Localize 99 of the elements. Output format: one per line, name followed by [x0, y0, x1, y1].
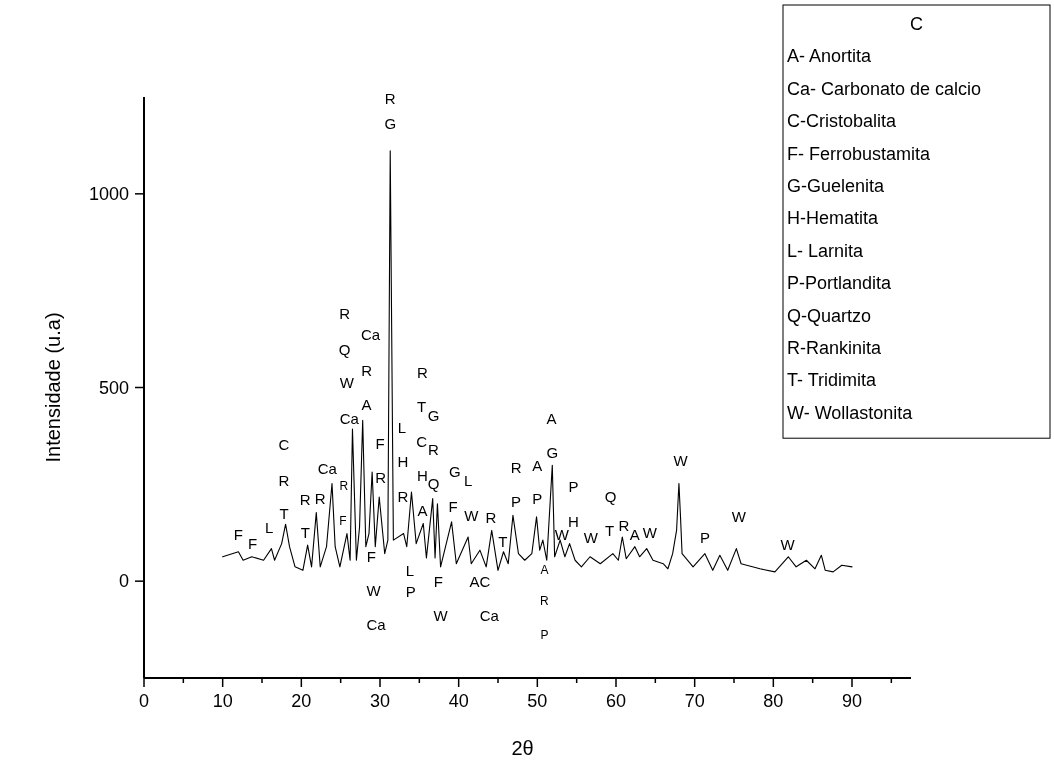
annotation: Ca	[317, 460, 338, 478]
annotation: W	[673, 452, 689, 470]
annotation: W	[583, 529, 599, 547]
annotation: W	[464, 507, 480, 525]
annotation: R	[339, 305, 351, 323]
annotation: A	[629, 525, 640, 543]
y-tick-label: 500	[98, 377, 129, 398]
annotation: R	[339, 479, 349, 494]
x-tick-label: 0	[138, 691, 150, 711]
annotation: H	[568, 513, 579, 531]
annotation: Ca	[479, 607, 500, 625]
annotation: A	[546, 410, 557, 428]
annotation: T	[417, 397, 427, 415]
annotation: L	[463, 472, 473, 490]
annotation: F	[339, 513, 347, 528]
annotation: Ca- Carbonato de calcio	[787, 78, 982, 99]
annotation: T	[279, 505, 289, 523]
annotation: L	[264, 519, 274, 537]
x-axis-title: 2θ	[511, 737, 534, 759]
annotation: T	[300, 524, 310, 541]
annotation: F	[247, 534, 258, 552]
text: C	[910, 14, 923, 34]
annotation: W- Wollastonita	[787, 402, 914, 423]
annotation: R	[375, 469, 387, 486]
annotation: W	[642, 524, 658, 542]
annotation: F	[233, 526, 243, 544]
annotation: P	[568, 478, 579, 496]
x-tick-label: 90	[841, 691, 863, 711]
annotation: Q-Quartzo	[787, 305, 872, 326]
annotation: H-Hematita	[787, 208, 880, 229]
annotation: A	[361, 395, 372, 413]
annotation: G	[546, 444, 559, 462]
annotation: R	[417, 363, 429, 381]
annotation: F	[433, 573, 443, 591]
x-tick-label: 20	[291, 691, 312, 711]
y-tick-label: 0	[118, 571, 129, 592]
annotation: L	[397, 419, 407, 437]
annotation: W	[554, 525, 570, 543]
annotation: C-Cristobalita	[787, 111, 898, 132]
annotation: T- Tridimita	[787, 370, 877, 391]
annotation: R	[510, 459, 522, 477]
annotation: P	[511, 492, 522, 510]
annotation: P	[540, 628, 549, 643]
x-tick-label: 70	[684, 691, 705, 711]
x-tick-label: 60	[605, 691, 627, 711]
x-tick-label: 30	[369, 691, 391, 711]
annotation: R	[428, 441, 440, 459]
annotation: R	[314, 489, 326, 507]
y-axis-title: Intensidade (u.a)	[42, 312, 64, 463]
annotation: R	[397, 488, 409, 506]
annotation: Q	[338, 341, 351, 359]
annotation: Q	[604, 488, 617, 506]
y-tick-label: 1000	[88, 183, 129, 204]
annotation: Ca	[339, 410, 360, 428]
annotation: Ca	[366, 616, 387, 634]
annotation: A	[532, 456, 543, 474]
annotation: A	[540, 562, 549, 577]
annotation: F	[366, 547, 376, 565]
annotation: AC	[469, 573, 491, 591]
annotation: W	[780, 536, 796, 554]
annotation: R	[278, 471, 290, 489]
annotation: P	[532, 489, 543, 507]
annotation: G-Guelenita	[787, 176, 886, 196]
annotation: P-Portlandita	[787, 273, 893, 294]
annotation: R	[361, 361, 373, 379]
annotation: H	[417, 467, 428, 485]
annotation: L- Larnita	[787, 240, 865, 261]
annotation: R-Rankinita	[787, 338, 883, 358]
annotation: F	[448, 498, 458, 516]
annotation: T	[498, 533, 508, 551]
x-tick-label: 10	[212, 691, 233, 711]
annotation: P	[405, 583, 416, 601]
annotation: Q	[427, 474, 440, 492]
annotation: W	[366, 582, 382, 600]
annotation: R	[618, 516, 630, 534]
annotation: H	[397, 452, 409, 470]
annotation: C	[278, 436, 290, 454]
annotation: F	[375, 434, 385, 452]
annotation: C	[416, 433, 428, 451]
annotation: L	[405, 561, 415, 579]
annotation: W	[731, 508, 747, 526]
annotation: G	[384, 115, 397, 133]
x-tick-label: 40	[448, 691, 469, 711]
x-tick-label: 50	[527, 691, 548, 711]
annotation: Ca	[360, 326, 381, 344]
annotation: R	[384, 90, 396, 108]
text: A- Anortita	[787, 46, 873, 67]
annotation: T	[605, 521, 615, 539]
annotation: F- Ferrobustamita	[787, 143, 932, 164]
annotation: W	[339, 374, 355, 392]
annotation: G	[448, 463, 461, 481]
annotation: R	[540, 594, 550, 609]
x-tick-label: 80	[763, 691, 784, 711]
annotation: R	[299, 491, 311, 509]
annotation: P	[699, 528, 710, 546]
annotation: R	[485, 508, 497, 526]
annotation: G	[427, 406, 440, 424]
annotation: A	[417, 501, 428, 519]
annotation: W	[433, 606, 449, 624]
